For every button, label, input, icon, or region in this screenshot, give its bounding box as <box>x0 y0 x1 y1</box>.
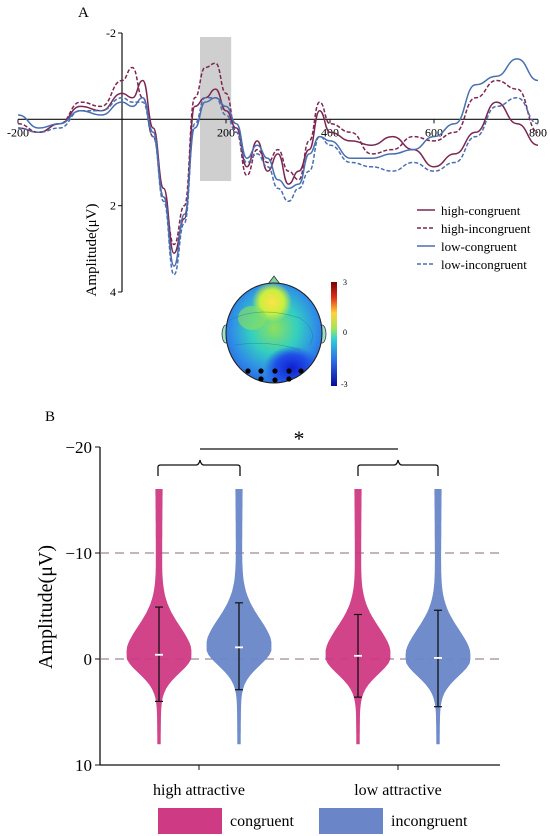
legend-label-incongruent: incongruent <box>391 813 468 830</box>
electrode-dot <box>245 368 251 374</box>
erp-axes <box>17 32 539 293</box>
colorbar-min-label: -3 <box>341 380 348 389</box>
colorbar <box>331 282 337 386</box>
brace-low-attractive <box>357 459 439 476</box>
erp-x-tick-label: 800 <box>529 125 547 139</box>
violin-category-label: high attractive <box>153 782 245 799</box>
panel-a: A -200 200 400 600 800-224 Amplitude(μV) hig… <box>7 5 547 389</box>
legend-swatch-incongruent <box>319 808 383 834</box>
violin-legend: congruent incongruent <box>158 808 468 834</box>
violins <box>126 489 471 745</box>
violin-y-tick-label: −20 <box>65 438 92 457</box>
erp-y-tick-label: -2 <box>106 26 116 40</box>
legend-label-low-incongruent: low-incongruent <box>441 257 527 272</box>
electrode-dot <box>298 368 304 374</box>
legend-label-high-congruent: high-congruent <box>441 203 521 218</box>
panel-b: B −20 −10 0 10 high attractive low attractive… <box>35 409 500 834</box>
violin-y-axis-label: Amplitude(μV) <box>35 545 57 669</box>
erp-legend: high-congruent high-incongruent low-cong… <box>417 203 531 272</box>
violin-tick-labels: −20 −10 0 10 high attractive low attractive <box>65 438 441 799</box>
violin-category-label: low attractive <box>354 782 442 799</box>
erp-lines <box>17 58 539 276</box>
panel-b-label: B <box>45 409 55 425</box>
significance-star: * <box>294 426 305 451</box>
significance-bracket <box>157 448 439 476</box>
brace-high-attractive <box>157 459 241 476</box>
violin-axes <box>95 446 500 770</box>
colorbar-max-label: 3 <box>343 278 347 287</box>
electrode-dot <box>272 377 278 383</box>
electrode-dot <box>258 376 264 382</box>
legend-swatch-congruent <box>158 808 222 834</box>
electrode-dot <box>286 376 292 382</box>
violin-y-tick-label: 0 <box>84 650 93 669</box>
panel-a-label: A <box>78 5 89 21</box>
colorbar-mid-label: 0 <box>343 328 347 337</box>
electrode-dot <box>286 368 292 374</box>
erp-x-tick-label: 200 <box>217 125 235 139</box>
erp-y-tick-label: 2 <box>110 199 116 213</box>
scalp-topography: 3 0 -3 <box>221 275 348 389</box>
time-window-highlight <box>200 37 232 181</box>
erp-line-low-incongruent <box>17 97 539 276</box>
erp-line-high-incongruent <box>17 62 539 246</box>
electrode-dot <box>258 368 264 374</box>
violin-y-tick-label: 10 <box>75 756 92 775</box>
legend-label-high-incongruent: high-incongruent <box>441 221 531 236</box>
legend-label-congruent: congruent <box>230 813 295 830</box>
erp-y-axis-label: Amplitude(μV) <box>84 203 100 296</box>
electrode-dot <box>272 368 278 374</box>
erp-line-low-congruent <box>17 58 539 267</box>
erp-y-tick-label: 4 <box>110 285 116 299</box>
legend-label-low-congruent: low-congruent <box>441 239 517 254</box>
violin-y-tick-label: −10 <box>65 544 92 563</box>
